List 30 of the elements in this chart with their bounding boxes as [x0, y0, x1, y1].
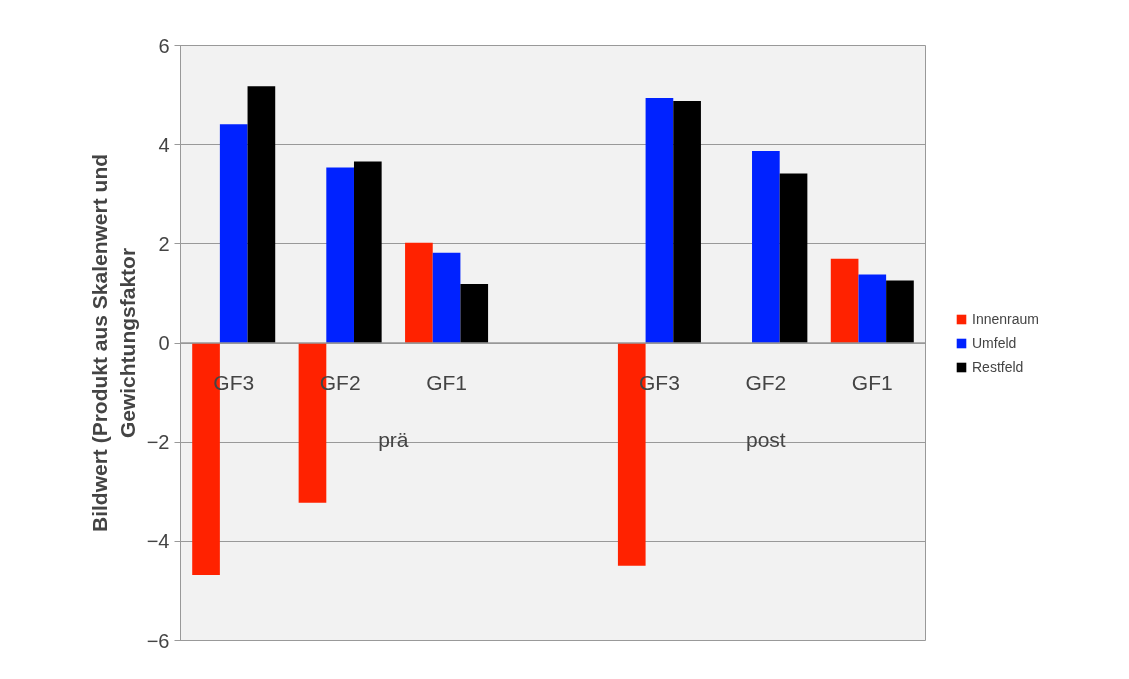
bar [752, 151, 780, 343]
bar [353, 161, 382, 343]
x-tick-label: GF1 [426, 371, 467, 394]
y-tick-label: −2 [146, 431, 170, 454]
bar [247, 86, 276, 343]
y-tick-label: −6 [146, 629, 170, 652]
bar [405, 242, 433, 343]
bar [219, 124, 248, 343]
bar [779, 173, 808, 343]
y-tick-label: 0 [158, 332, 170, 354]
bar [673, 101, 701, 343]
bar [460, 284, 489, 343]
bar [645, 98, 674, 343]
bar [830, 258, 859, 343]
bar [326, 167, 354, 343]
legend-label: Umfeld [972, 334, 1017, 351]
legend-label: Innenraum [972, 310, 1039, 327]
annotation: prä [378, 428, 409, 451]
y-tick-label: −4 [146, 530, 170, 553]
bar [432, 252, 461, 343]
y-tick-label: 6 [158, 34, 170, 57]
y-tick-label: 4 [158, 133, 170, 156]
x-tick-label: GF1 [851, 371, 893, 394]
y-tick-label: 2 [158, 232, 170, 255]
legend-label: Restfeld [972, 358, 1024, 375]
x-tick-label: GF2 [745, 371, 787, 394]
bar [858, 274, 887, 343]
annotation: post [746, 428, 786, 451]
bar [886, 280, 914, 343]
y-axis-title: Bildwert (Produkt aus Skalenwert und Gewichtungsfaktor [88, 153, 139, 533]
